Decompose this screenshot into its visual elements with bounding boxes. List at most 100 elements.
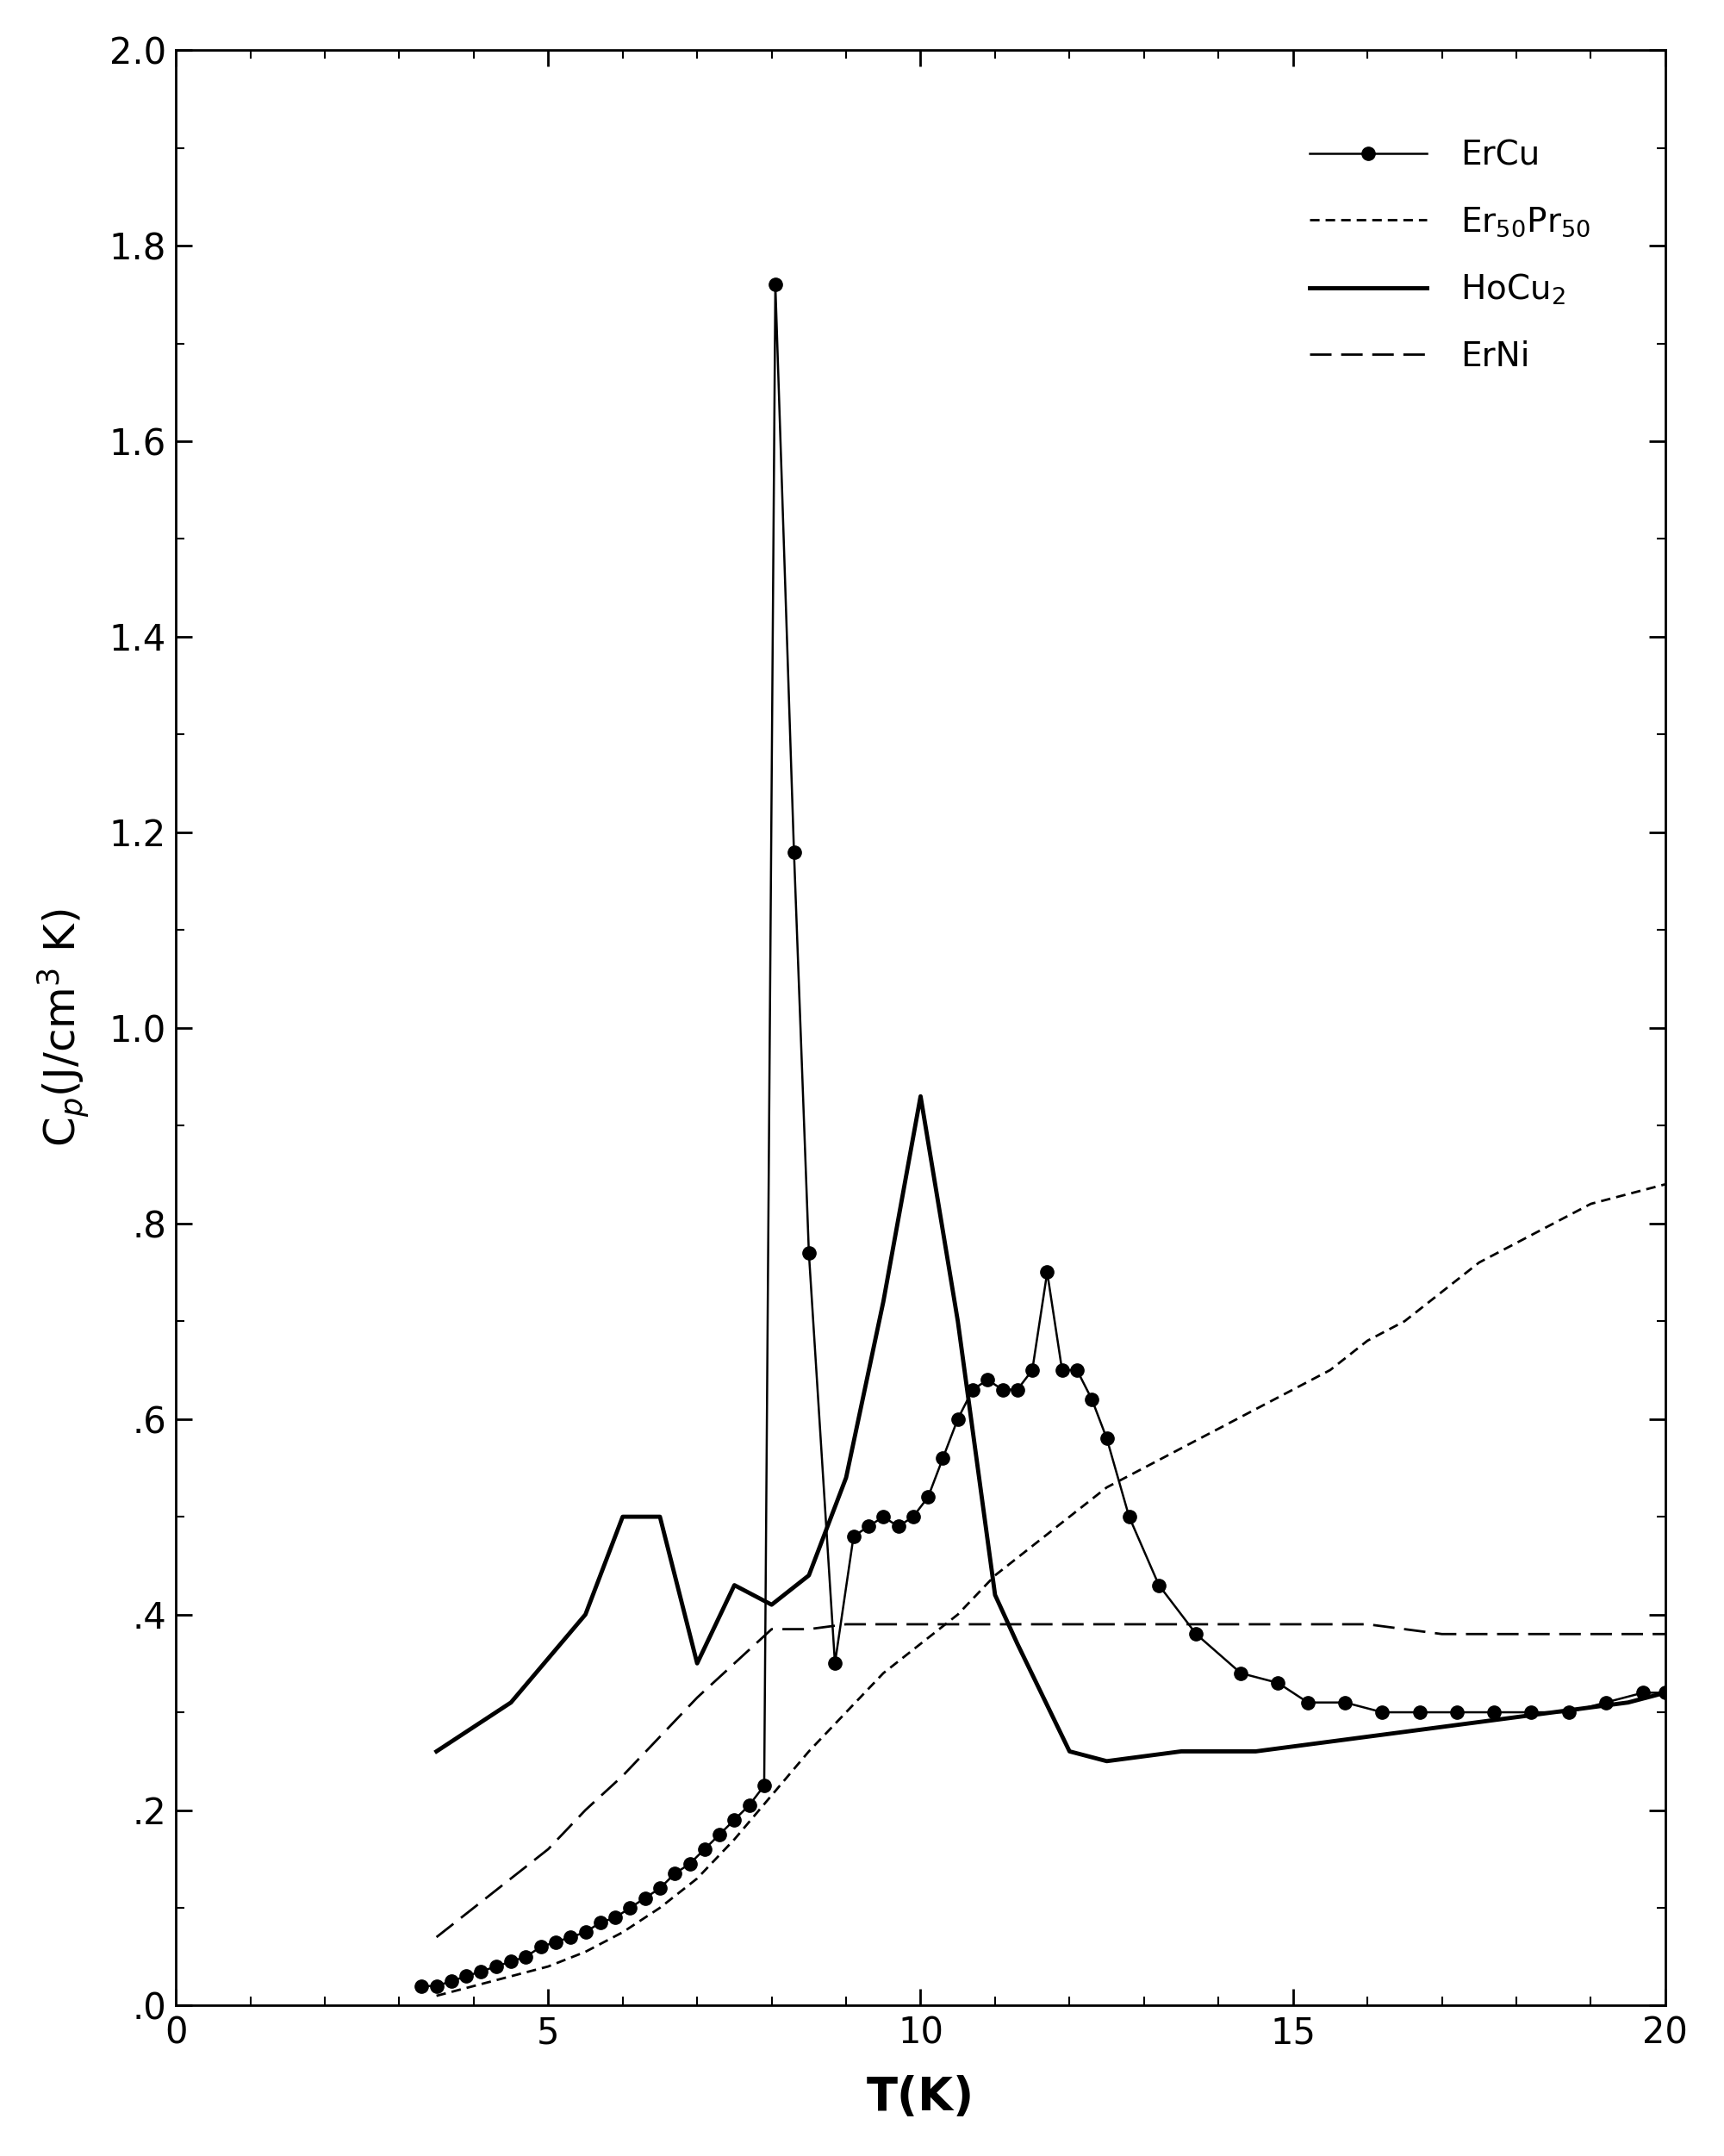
ErCu bbox=[486, 1953, 507, 1979]
HoCu$_2$ bbox=[500, 1690, 521, 1716]
HoCu$_2$ bbox=[762, 1591, 783, 1617]
ErCu bbox=[991, 1378, 1012, 1404]
ErCu bbox=[1409, 1699, 1429, 1725]
HoCu$_2$ bbox=[612, 1503, 633, 1529]
Er$_{50}$Pr$_{50}$ bbox=[650, 1895, 671, 1921]
HoCu$_2$ bbox=[872, 1289, 893, 1315]
ErCu bbox=[888, 1514, 909, 1539]
HoCu$_2$ bbox=[1096, 1749, 1117, 1774]
HoCu$_2$ bbox=[798, 1563, 819, 1589]
ErNi bbox=[910, 1611, 931, 1636]
Er$_{50}$Pr$_{50}$ bbox=[762, 1783, 783, 1809]
ErNi bbox=[1357, 1611, 1377, 1636]
Er$_{50}$Pr$_{50}$ bbox=[1507, 1231, 1527, 1257]
ErCu bbox=[590, 1910, 610, 1936]
HoCu$_2$ bbox=[1617, 1690, 1638, 1716]
Er$_{50}$Pr$_{50}$ bbox=[798, 1738, 819, 1764]
ErNi bbox=[1059, 1611, 1079, 1636]
ErNi bbox=[872, 1611, 893, 1636]
HoCu$_2$ bbox=[948, 1309, 969, 1335]
ErNi bbox=[1431, 1621, 1452, 1647]
Er$_{50}$Pr$_{50}$ bbox=[1245, 1397, 1265, 1423]
ErNi bbox=[724, 1651, 745, 1677]
Er$_{50}$Pr$_{50}$ bbox=[1617, 1181, 1638, 1207]
HoCu$_2$ bbox=[1059, 1738, 1079, 1764]
Line: Er$_{50}$Pr$_{50}$: Er$_{50}$Pr$_{50}$ bbox=[436, 1184, 1665, 1996]
Er$_{50}$Pr$_{50}$ bbox=[872, 1660, 893, 1686]
HoCu$_2$ bbox=[1543, 1699, 1564, 1725]
Er$_{50}$Pr$_{50}$ bbox=[1209, 1416, 1229, 1442]
HoCu$_2$ bbox=[1321, 1729, 1341, 1755]
ErNi bbox=[1507, 1621, 1527, 1647]
Er$_{50}$Pr$_{50}$ bbox=[1543, 1210, 1564, 1235]
ErNi bbox=[1134, 1611, 1155, 1636]
Er$_{50}$Pr$_{50}$ bbox=[426, 1984, 447, 2009]
X-axis label: T(K): T(K) bbox=[867, 2076, 974, 2119]
ErNi bbox=[612, 1764, 633, 1789]
Line: ErCu: ErCu bbox=[415, 278, 1672, 1992]
ErNi bbox=[1581, 1621, 1602, 1647]
HoCu$_2$ bbox=[984, 1583, 1005, 1608]
ErNi bbox=[1096, 1611, 1117, 1636]
HoCu$_2$ bbox=[1171, 1738, 1191, 1764]
Line: ErNi: ErNi bbox=[436, 1623, 1665, 1936]
HoCu$_2$ bbox=[1395, 1718, 1415, 1744]
Er$_{50}$Pr$_{50}$ bbox=[612, 1919, 633, 1945]
ErNi bbox=[1209, 1611, 1229, 1636]
Er$_{50}$Pr$_{50}$ bbox=[1059, 1503, 1079, 1529]
ErCu bbox=[765, 272, 786, 298]
HoCu$_2$ bbox=[1469, 1710, 1490, 1736]
Er$_{50}$Pr$_{50}$ bbox=[1655, 1171, 1676, 1197]
HoCu$_2$ bbox=[1007, 1630, 1028, 1656]
Er$_{50}$Pr$_{50}$ bbox=[1283, 1378, 1303, 1404]
Er$_{50}$Pr$_{50}$ bbox=[910, 1630, 931, 1656]
Er$_{50}$Pr$_{50}$ bbox=[464, 1973, 484, 1999]
HoCu$_2$ bbox=[836, 1464, 857, 1490]
HoCu$_2$ bbox=[650, 1503, 671, 1529]
ErNi bbox=[650, 1725, 671, 1751]
ErNi bbox=[538, 1837, 559, 1863]
ErNi bbox=[464, 1895, 484, 1921]
Er$_{50}$Pr$_{50}$ bbox=[1581, 1190, 1602, 1216]
Er$_{50}$Pr$_{50}$ bbox=[686, 1865, 707, 1891]
ErNi bbox=[1283, 1611, 1303, 1636]
Er$_{50}$Pr$_{50}$ bbox=[500, 1964, 521, 1990]
ErNi bbox=[948, 1611, 969, 1636]
Er$_{50}$Pr$_{50}$ bbox=[948, 1602, 969, 1628]
Legend: ErCu, Er$_{50}$Pr$_{50}$, HoCu$_2$, ErNi: ErCu, Er$_{50}$Pr$_{50}$, HoCu$_2$, ErNi bbox=[1296, 125, 1603, 386]
HoCu$_2$ bbox=[1655, 1680, 1676, 1705]
Er$_{50}$Pr$_{50}$ bbox=[1321, 1356, 1341, 1382]
Er$_{50}$Pr$_{50}$ bbox=[1469, 1250, 1490, 1276]
HoCu$_2$ bbox=[1245, 1738, 1265, 1764]
ErNi bbox=[1655, 1621, 1676, 1647]
ErCu bbox=[1655, 1680, 1676, 1705]
ErNi bbox=[984, 1611, 1005, 1636]
HoCu$_2$ bbox=[426, 1738, 447, 1764]
HoCu$_2$ bbox=[576, 1602, 597, 1628]
Er$_{50}$Pr$_{50}$ bbox=[1022, 1533, 1043, 1559]
Er$_{50}$Pr$_{50}$ bbox=[984, 1563, 1005, 1589]
ErCu bbox=[412, 1973, 433, 1999]
HoCu$_2$ bbox=[686, 1651, 707, 1677]
ErNi bbox=[836, 1611, 857, 1636]
Y-axis label: C$_p$(J/cm$^3$ K): C$_p$(J/cm$^3$ K) bbox=[36, 910, 91, 1147]
Er$_{50}$Pr$_{50}$ bbox=[1171, 1436, 1191, 1462]
ErNi bbox=[686, 1684, 707, 1710]
ErCu bbox=[650, 1876, 671, 1902]
Line: HoCu$_2$: HoCu$_2$ bbox=[436, 1095, 1665, 1761]
Er$_{50}$Pr$_{50}$ bbox=[1431, 1279, 1452, 1304]
ErNi bbox=[798, 1617, 819, 1643]
Er$_{50}$Pr$_{50}$ bbox=[1395, 1309, 1415, 1335]
ErNi bbox=[576, 1798, 597, 1824]
HoCu$_2$ bbox=[724, 1572, 745, 1598]
ErNi bbox=[500, 1865, 521, 1891]
Er$_{50}$Pr$_{50}$ bbox=[1134, 1455, 1155, 1481]
Er$_{50}$Pr$_{50}$ bbox=[1096, 1475, 1117, 1501]
ErNi bbox=[762, 1617, 783, 1643]
Er$_{50}$Pr$_{50}$ bbox=[1357, 1328, 1377, 1354]
Er$_{50}$Pr$_{50}$ bbox=[576, 1938, 597, 1964]
Er$_{50}$Pr$_{50}$ bbox=[538, 1953, 559, 1979]
ErNi bbox=[1022, 1611, 1043, 1636]
Er$_{50}$Pr$_{50}$ bbox=[836, 1699, 857, 1725]
HoCu$_2$ bbox=[910, 1082, 931, 1108]
